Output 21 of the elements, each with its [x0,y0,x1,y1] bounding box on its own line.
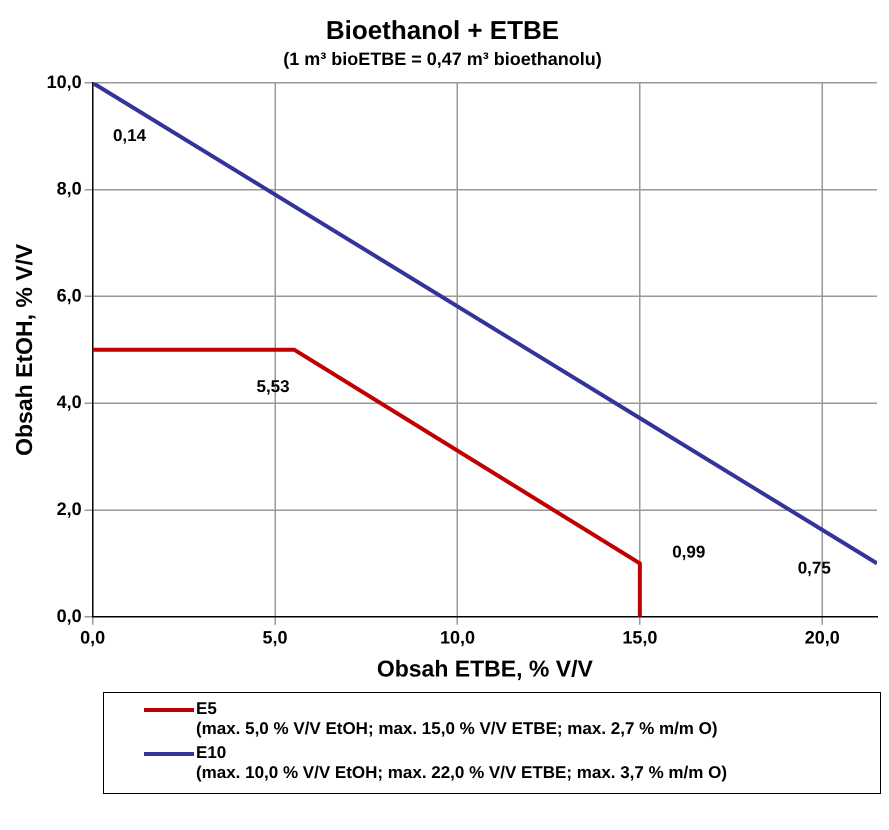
chart-subtitle: (1 m³ bioETBE = 0,47 m³ bioethanolu) [283,48,602,69]
annotation: 5,53 [256,376,290,396]
y-tick-label: 0,0 [56,606,82,626]
chart-title: Bioethanol + ETBE [326,14,560,45]
y-tick-label: 6,0 [56,285,82,306]
x-axis-title: Obsah ETBE, % V/V [376,656,594,682]
x-tick-label: 0,0 [80,628,106,648]
y-tick-label: 8,0 [56,178,82,199]
y-tick-label: 10,0 [46,72,82,92]
annotation: 0,99 [672,542,706,562]
x-tick-label: 10,0 [440,628,475,648]
y-tick-label: 4,0 [56,392,82,412]
x-tick-label: 5,0 [262,628,288,648]
x-tick-label: 20,0 [804,628,840,648]
x-tick-label: 15,0 [622,628,658,648]
y-axis-title: Obsah EtOH, % V/V [11,243,38,456]
legend-label: E10 (max. 10,0 % V/V EtOH; max. 22,0 % V/V ETBE; max. 3,7 % m/m O) [196,743,727,783]
annotation: 0,75 [798,558,831,578]
y-tick-label: 2,0 [56,498,82,519]
annotation: 0,14 [112,126,147,145]
legend-label: E5 (max. 5,0 % V/V EtOH; max. 15,0 % V/V ETBE; max. 2,7 % m/m O) [196,699,718,739]
